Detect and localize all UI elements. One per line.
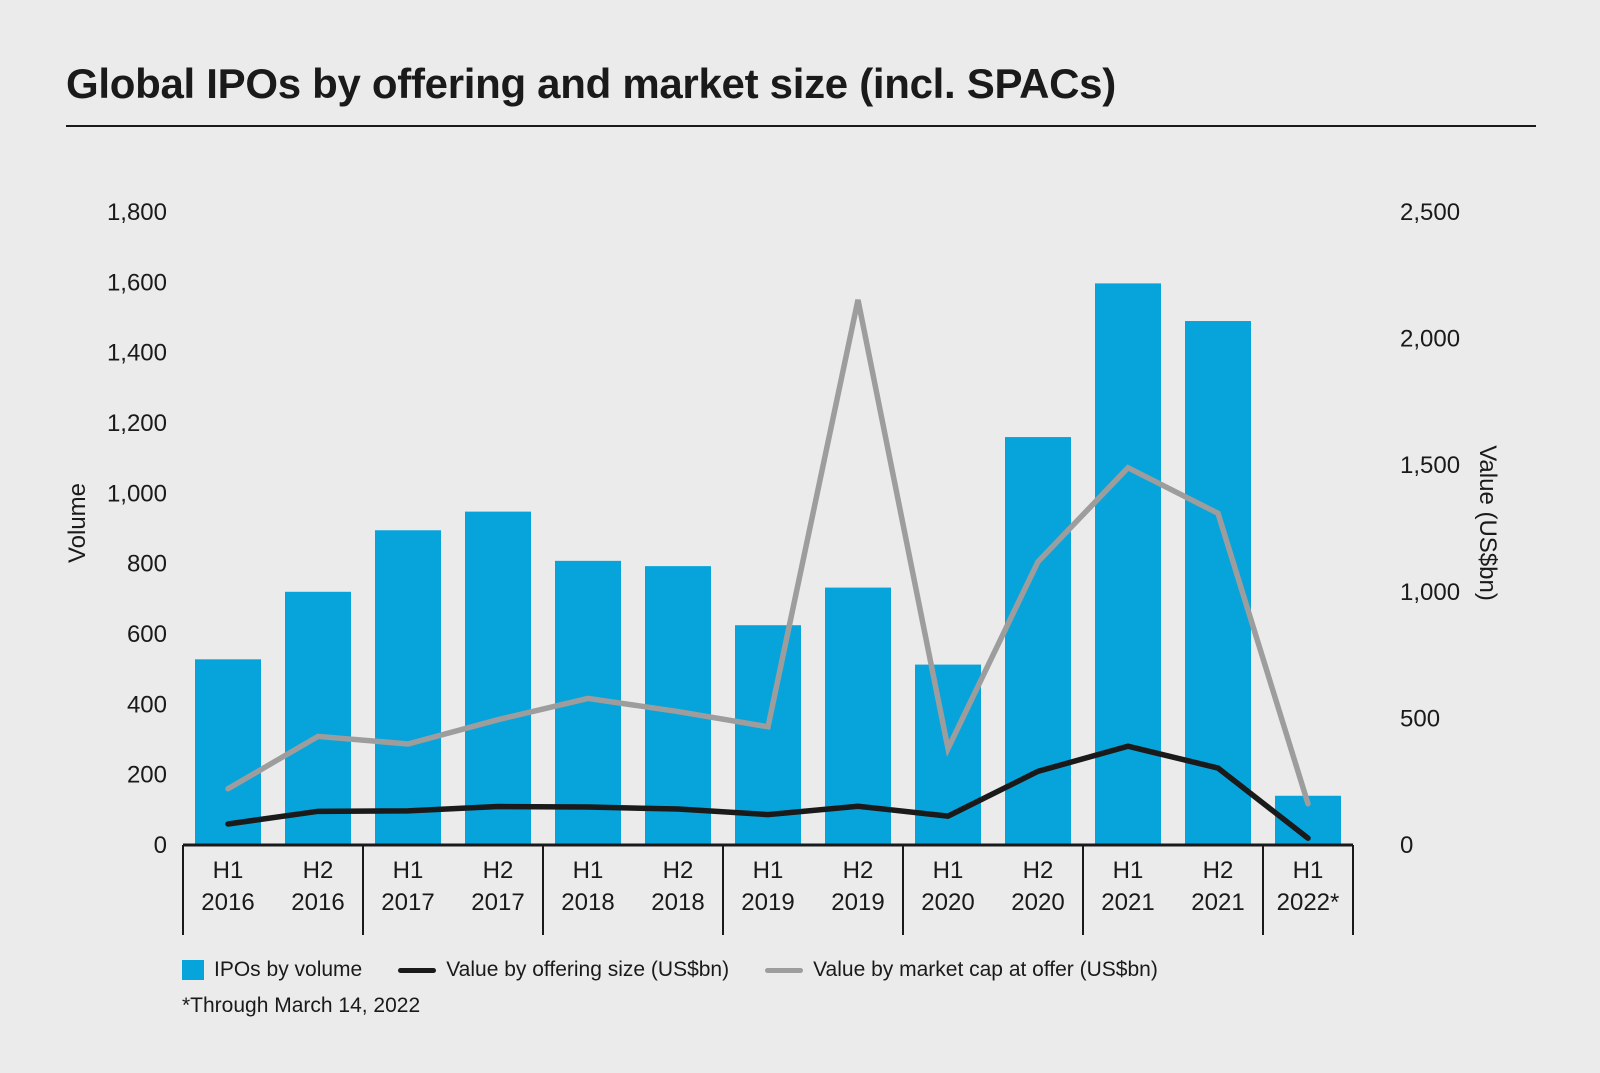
bar-2 — [375, 530, 441, 845]
x-tick-label-1: H2 2016 — [291, 857, 344, 916]
title-rule — [66, 125, 1536, 127]
axes — [182, 843, 1354, 935]
bar-series — [195, 283, 1341, 846]
bar-7 — [825, 587, 891, 845]
x-tick-label-9: H2 2020 — [1011, 857, 1064, 916]
x-tick-label-3: H2 2017 — [471, 857, 524, 916]
legend: IPOs by volume Value by offering size (U… — [182, 958, 1194, 982]
y-tick-label: 0 — [154, 832, 167, 859]
legend-item-offering: Value by offering size (US$bn) — [398, 958, 729, 982]
legend-label-offering: Value by offering size (US$bn) — [446, 958, 730, 981]
y-tick-label: 600 — [127, 621, 167, 648]
x-axis-labels: H1 2016 H2 2016 H1 2017 H2 2017 H1 2018 H2 2018 H1 20… — [201, 857, 1339, 916]
x-tick-label-4: H1 2018 — [561, 857, 614, 916]
line-series — [225, 299, 1311, 841]
x-tick-label-2: H1 2017 — [381, 857, 434, 916]
x-tick-label-0: H1 2016 — [201, 857, 254, 916]
y-tick-label: 1,200 — [107, 410, 167, 437]
y-tick-label: 800 — [127, 551, 167, 578]
legend-swatch-market-cap — [765, 967, 804, 973]
y2-tick-label: 1,000 — [1400, 579, 1460, 606]
x-tick-label-8: H1 2020 — [921, 857, 974, 916]
bar-6 — [735, 625, 801, 845]
bar-5 — [645, 566, 711, 845]
bar-1 — [285, 591, 351, 845]
y-tick-label: 1,800 — [107, 199, 167, 226]
y2-tick-label: 500 — [1400, 705, 1440, 732]
y2-tick-label: 1,500 — [1400, 452, 1460, 479]
y2-tick-label: 2,000 — [1400, 326, 1460, 353]
y-tick-label: 1,400 — [107, 340, 167, 367]
y-tick-label: 1,600 — [107, 269, 167, 296]
legend-swatch-offering — [398, 967, 437, 973]
legend-label-market-cap: Value by market cap at offer (US$bn) — [813, 958, 1158, 981]
bar-0 — [195, 659, 261, 845]
y-tick-label: 1,000 — [107, 480, 167, 507]
x-tick-label-5: H2 2018 — [651, 857, 704, 916]
bar-3 — [465, 511, 531, 845]
y2-tick-label: 2,500 — [1400, 199, 1460, 226]
legend-item-volume: IPOs by volume — [182, 958, 362, 982]
legend-swatch-volume — [182, 960, 204, 980]
bar-10 — [1095, 283, 1161, 846]
x-tick-label-10: H1 2021 — [1101, 857, 1154, 916]
y2-axis-label: Value (US$bn) — [1474, 445, 1501, 601]
x-tick-label-7: H2 2019 — [831, 857, 884, 916]
y-tick-label: 200 — [127, 762, 167, 789]
right-axis-ticks: 0 500 1,000 1,500 2,000 2,500 — [1400, 199, 1460, 859]
footnote: *Through March 14, 2022 — [182, 994, 421, 1017]
x-tick-label-12: H1 2022* — [1277, 857, 1340, 916]
x-tick-label-6: H1 2019 — [741, 857, 794, 916]
legend-label-volume: IPOs by volume — [214, 958, 363, 981]
chart-title: Global IPOs by offering and market size … — [66, 60, 1116, 107]
bar-9 — [1005, 437, 1071, 845]
x-tick-label-11: H2 2021 — [1191, 857, 1244, 916]
left-axis-ticks: 0 200 400 600 800 1,000 1,200 1,400 1,600 1,800 — [107, 199, 167, 859]
y-tick-label: 400 — [127, 691, 167, 718]
y-axis-label: Volume — [64, 483, 91, 563]
y2-tick-label: 0 — [1400, 832, 1413, 859]
legend-item-market-cap: Value by market cap at offer (US$bn) — [765, 958, 1158, 982]
